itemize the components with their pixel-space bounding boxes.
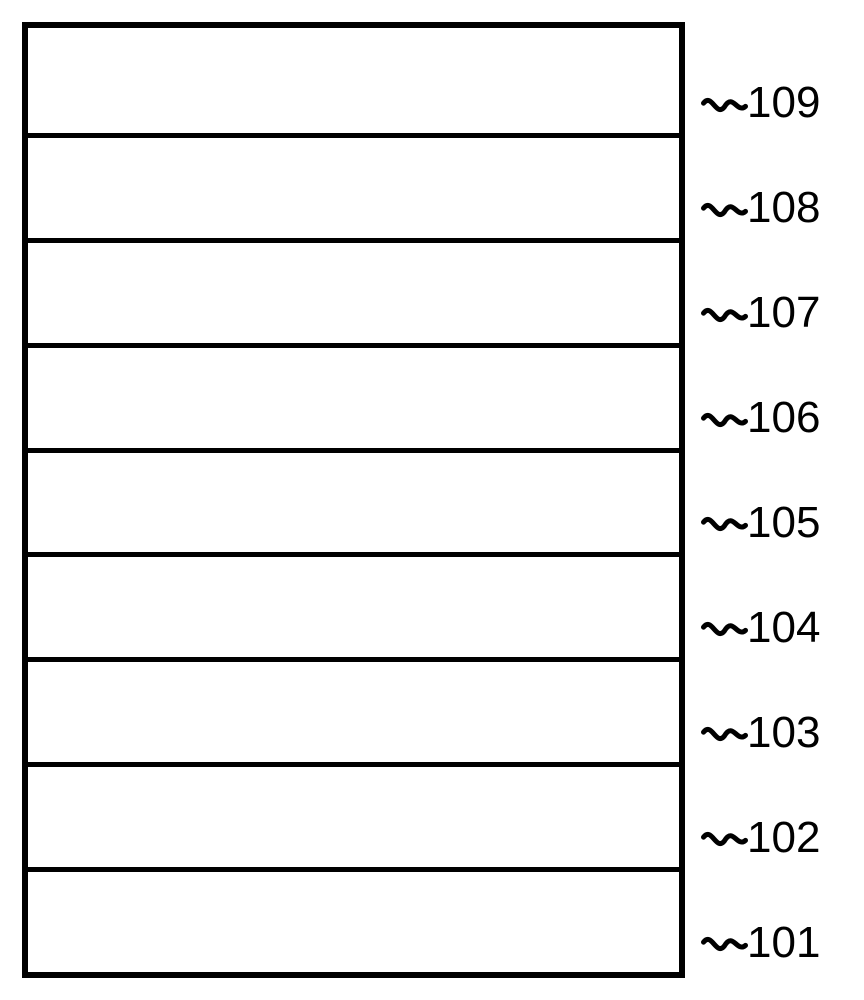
callout-squiggle [701,91,748,119]
layer-label: 104 [747,603,820,653]
layer-row [28,238,679,343]
callout-squiggle [701,406,748,434]
layer-label: 102 [747,813,820,863]
layer-row [28,343,679,448]
layer-row [28,133,679,238]
callout-squiggle [701,615,748,643]
layer-label: 103 [747,708,820,758]
layer-label: 106 [747,393,820,443]
layer-stack [22,22,685,978]
layer-row [28,762,679,867]
callout-squiggle [701,930,748,958]
layer-row [28,657,679,762]
layer-row [28,28,679,133]
layer-label: 108 [747,183,820,233]
callout-squiggle [701,510,748,538]
layer-label: 109 [747,78,820,128]
callout-squiggle [701,825,748,853]
layer-row [28,552,679,657]
diagram-canvas: 109 108 107 106 105 104 103 102 101 [0,0,864,1000]
layer-label: 105 [747,498,820,548]
callout-squiggle [701,720,748,748]
callout-squiggle [701,301,748,329]
callout-squiggle [701,196,748,224]
layer-label: 107 [747,288,820,338]
layer-label: 101 [747,918,820,968]
layer-row [28,867,679,972]
layer-row [28,448,679,553]
